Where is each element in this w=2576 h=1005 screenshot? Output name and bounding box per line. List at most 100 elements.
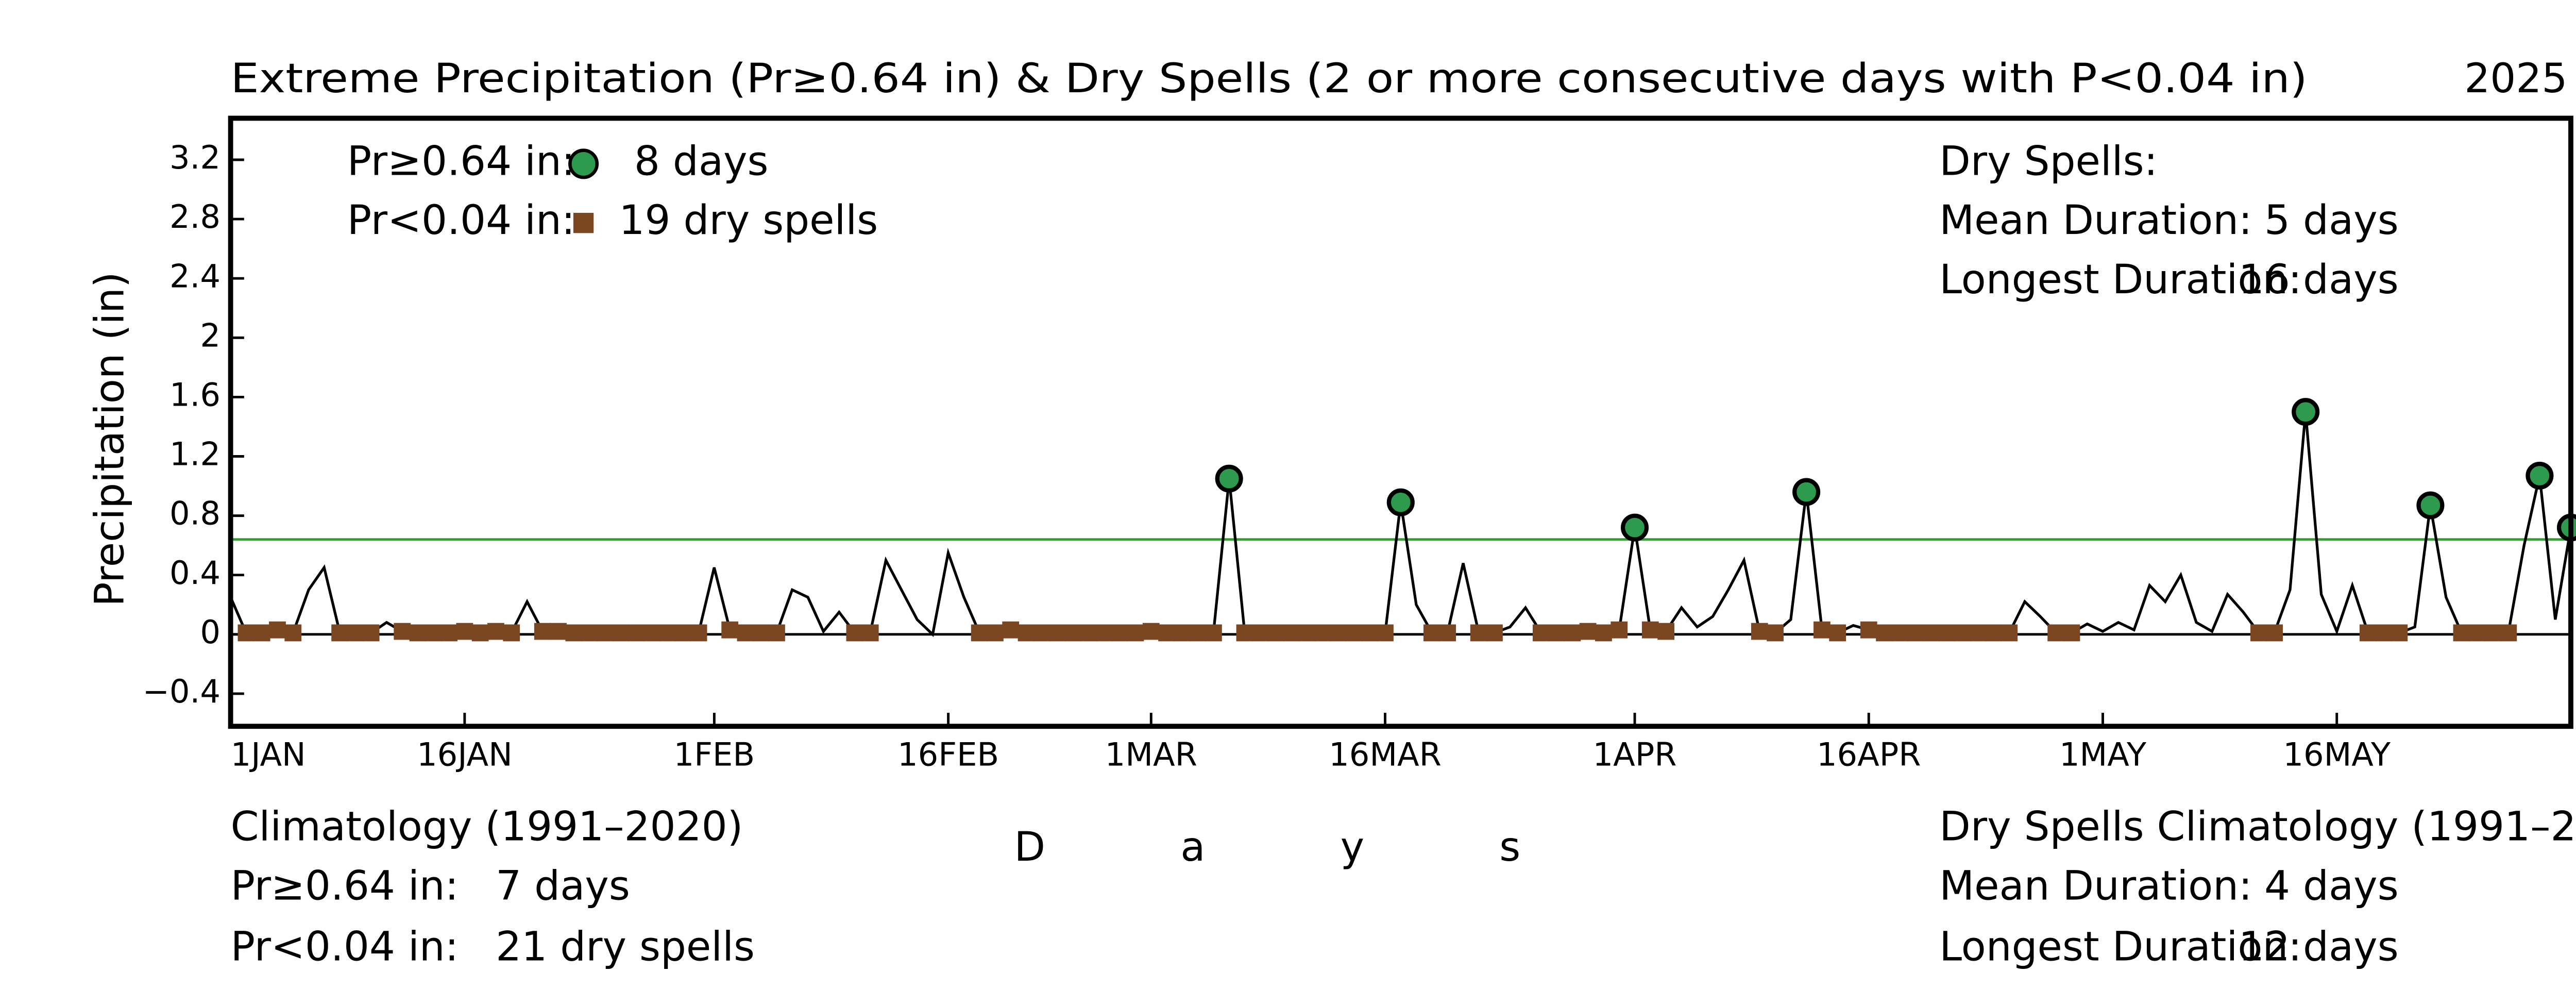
dry-day <box>1064 624 1082 642</box>
legend-label: Pr≥0.64 in: <box>347 137 575 185</box>
dry-day <box>721 621 739 639</box>
dry-day <box>2375 624 2392 642</box>
extreme-day <box>1386 488 1415 516</box>
dry-day <box>1174 624 1191 642</box>
dry-day <box>1470 624 1487 642</box>
dry-day <box>1829 624 1846 642</box>
dry-day <box>1860 621 1877 639</box>
dry-day <box>1377 624 1394 642</box>
stats-value: 16 days <box>2239 256 2399 303</box>
dry-day <box>1891 624 1909 642</box>
dry-day <box>1189 624 1207 642</box>
y-tick-label: 2.8 <box>170 198 221 236</box>
dry-clim-title: Dry Spells Climatology (1991–2020) <box>1939 803 2576 850</box>
dry-day <box>1657 623 1674 640</box>
stats-label: Longest Duration: <box>1939 256 2302 303</box>
dry-day <box>861 624 879 642</box>
y-tick-label: 2 <box>200 316 221 354</box>
dry-day <box>1532 624 1550 642</box>
clim-label: Pr≥0.64 in: <box>231 862 459 909</box>
dry-day <box>2047 624 2065 642</box>
dry-day <box>1564 624 1581 642</box>
dry-day <box>2484 624 2501 642</box>
dry-day <box>581 624 598 642</box>
dry-day <box>1142 623 1160 640</box>
dry-day <box>1251 624 1269 642</box>
legend-text: 8 days <box>634 137 769 185</box>
clim-label: Pr<0.04 in: <box>231 923 459 970</box>
dry-day <box>2001 624 2018 642</box>
legend-square <box>573 212 594 233</box>
dry-day <box>752 624 770 642</box>
dry-day <box>1876 624 1893 642</box>
dry-day <box>1298 624 1316 642</box>
dry-day <box>1127 624 1144 642</box>
dry-clim-label: Mean Duration: <box>1939 862 2252 909</box>
dry-day <box>659 624 676 642</box>
dry-day <box>1345 624 1363 642</box>
dry-day <box>2468 624 2486 642</box>
dry-day <box>331 624 348 642</box>
x-tick-label: 1APR <box>1593 735 1677 773</box>
extreme-day <box>1215 464 1243 493</box>
dry-day <box>846 624 863 642</box>
dry-day <box>2453 624 2470 642</box>
dry-day <box>1267 624 1284 642</box>
dry-day <box>1361 624 1378 642</box>
dry-day <box>238 624 255 642</box>
dry-day <box>440 624 457 642</box>
x-tick-label: 1FEB <box>674 735 755 773</box>
dry-day <box>737 624 754 642</box>
dry-day <box>1002 621 1020 639</box>
extreme-day <box>2526 461 2554 490</box>
dry-day <box>1814 621 1831 639</box>
dry-day <box>1641 621 1659 639</box>
legend-text: 19 dry spells <box>619 196 878 244</box>
dry-day <box>1767 624 1784 642</box>
y-tick-label: 2.4 <box>170 257 221 295</box>
plot-frame <box>228 115 2573 729</box>
dry-day <box>674 624 692 642</box>
x-tick-label: 16JAN <box>417 735 513 773</box>
dry-day <box>2359 624 2377 642</box>
chart-title: Extreme Precipitation (Pr≥0.64 in) & Dry… <box>231 55 2308 102</box>
dry-day <box>1907 624 1924 642</box>
dry-day <box>1080 624 1097 642</box>
stats-value: 5 days <box>2264 196 2399 244</box>
dry-day <box>1439 624 1456 642</box>
dry-day <box>394 623 411 640</box>
legend-label: Pr<0.04 in: <box>347 196 575 244</box>
dry-day <box>2266 624 2283 642</box>
dry-day <box>1158 624 1175 642</box>
clim-value: 21 dry spells <box>496 923 755 970</box>
dry-day <box>971 624 988 642</box>
y-tick-label: 3.2 <box>170 139 221 176</box>
dry-day <box>269 621 286 639</box>
dry-day <box>1096 624 1113 642</box>
dry-day <box>503 624 520 642</box>
y-tick-label: 1.2 <box>170 435 221 473</box>
y-tick-label: 1.6 <box>170 376 221 414</box>
extreme-day <box>2416 491 2445 520</box>
x-axis-label: Days <box>1014 823 1655 870</box>
dry-day <box>362 624 380 642</box>
dry-day <box>409 624 427 642</box>
dry-day <box>1969 624 1987 642</box>
dry-day <box>2250 624 2267 642</box>
dry-day <box>690 624 707 642</box>
x-tick-label: 16APR <box>1817 735 1921 773</box>
dry-day <box>1611 621 1628 639</box>
extreme-day <box>1620 513 1649 542</box>
precip-line <box>229 412 2572 638</box>
dry-day <box>1049 624 1066 642</box>
legend-circle <box>568 148 599 179</box>
dry-day <box>2063 624 2080 642</box>
x-tick-label: 16MAR <box>1329 735 1442 773</box>
dry-day <box>471 624 489 642</box>
dry-day <box>1985 624 2002 642</box>
dry-day <box>456 623 473 640</box>
x-tick-label: 1MAY <box>2059 735 2147 773</box>
stats-label: Mean Duration: <box>1939 196 2252 244</box>
dry-day <box>987 624 1004 642</box>
